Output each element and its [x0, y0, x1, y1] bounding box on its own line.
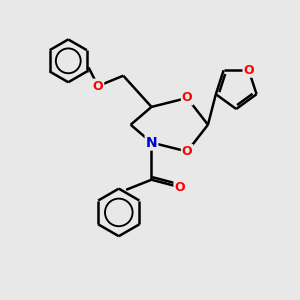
Text: O: O [244, 64, 254, 77]
Text: N: N [146, 136, 157, 150]
Text: O: O [93, 80, 103, 93]
Text: O: O [182, 92, 193, 104]
Text: O: O [182, 145, 193, 158]
Text: O: O [174, 181, 185, 194]
